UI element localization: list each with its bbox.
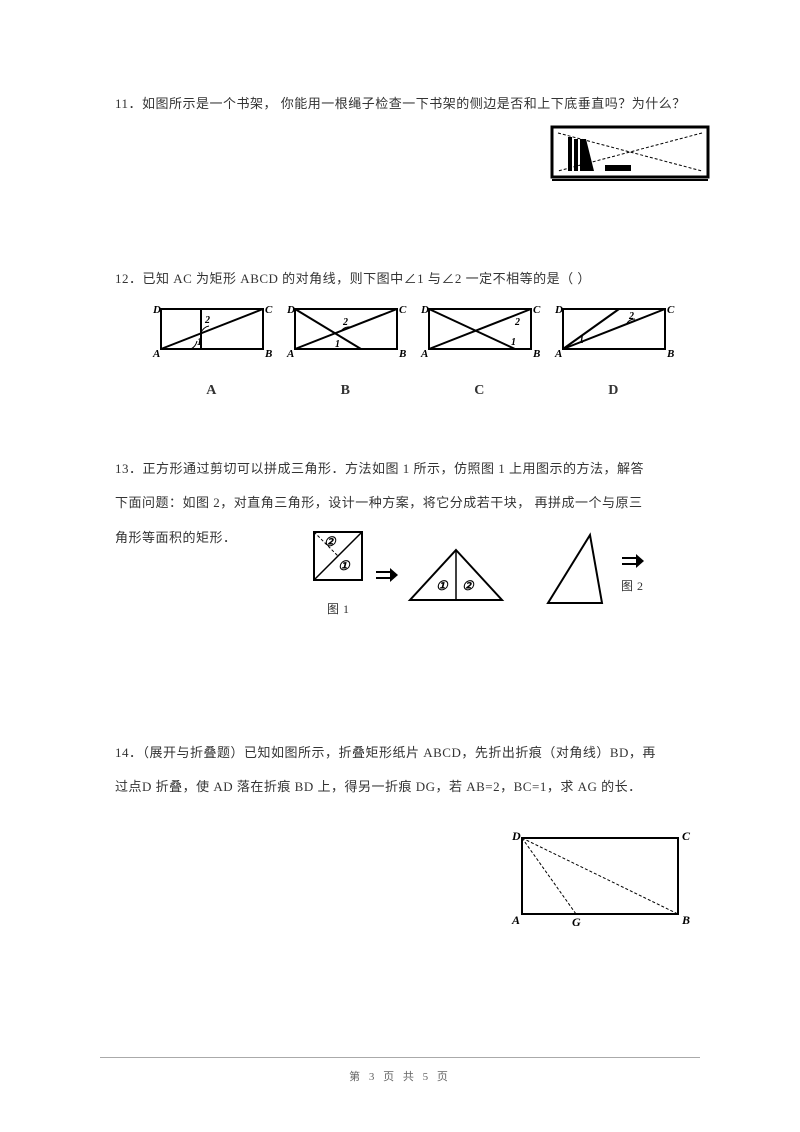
q12-fig-b: 2 1 D C A B [281, 301, 411, 363]
q13-triangle: ① ② [406, 544, 506, 606]
q12-text: 12．已知 AC 为矩形 ABCD 的对角线，则下图中∠1 与∠2 一定不相等的… [115, 265, 710, 294]
svg-text:②: ② [462, 578, 475, 593]
svg-text:C: C [682, 829, 691, 843]
svg-text:B: B [264, 348, 273, 360]
svg-text:2: 2 [342, 317, 349, 328]
svg-text:A: A [420, 348, 429, 360]
svg-text:B: B [532, 348, 541, 360]
q14-text-2: 过点D 折叠，使 AD 落在折痕 BD 上，得另一折痕 DG，若 AB=2，BC… [115, 773, 710, 802]
svg-text:2: 2 [204, 315, 211, 326]
page-footer: 第 3 页 共 5 页 [0, 1068, 800, 1084]
svg-text:C: C [667, 304, 675, 316]
footer-rule [100, 1057, 700, 1058]
svg-text:①: ① [436, 578, 449, 593]
q12-label-c: C [415, 376, 545, 407]
bookshelf-figure [550, 125, 710, 183]
svg-text:①: ① [338, 558, 351, 573]
q12-option-b: 2 1 D C A B B [281, 301, 411, 406]
svg-text:C: C [265, 304, 273, 316]
svg-text:A: A [286, 348, 295, 360]
q12-label-b: B [281, 376, 411, 407]
svg-text:D: D [420, 304, 429, 316]
svg-text:1: 1 [579, 335, 585, 346]
svg-text:2: 2 [514, 317, 521, 328]
q14-text-1: 14．（展开与折叠题）已知如图所示，折叠矩形纸片 ABCD，先折出折痕（对角线）… [115, 739, 710, 768]
svg-text:A: A [152, 348, 161, 360]
svg-text:D: D [511, 829, 521, 843]
q13-square: ② ① [310, 528, 366, 584]
svg-text:1: 1 [197, 337, 203, 348]
svg-text:②: ② [324, 534, 337, 549]
q12-label-a: A [147, 376, 277, 407]
q14-figure-wrap: D C A B G [115, 826, 710, 936]
q13-figures: ② ① 图 1 ① ② [245, 528, 710, 623]
svg-text:B: B [666, 348, 675, 360]
arrow-icon [620, 551, 644, 571]
svg-text:D: D [286, 304, 295, 316]
arrow-icon [374, 565, 398, 585]
q12-fig-c: 2 1 D C A B [415, 301, 545, 363]
q12-option-c: 2 1 D C A B C [415, 301, 545, 406]
svg-text:1: 1 [335, 339, 341, 350]
svg-text:2: 2 [628, 311, 635, 322]
q12-fig-d: 2 1 D C A B [549, 301, 679, 363]
q11-text: 11．如图所示是一个书架， 你能用一根绳子检查一下书架的侧边是否和上下底垂直吗？… [115, 90, 710, 119]
q12-figures: 2 1 D C A B A 2 1 D C A B [115, 301, 710, 406]
q12-option-a: 2 1 D C A B A [147, 301, 277, 406]
q13-right-triangle [542, 531, 612, 609]
q13-text-2: 下面问题：如图 2，对直角三角形，设计一种方案，将它分成若干块， 再拼成一个与原… [115, 489, 710, 518]
svg-text:1: 1 [511, 337, 517, 348]
q11-figure-wrap [115, 125, 710, 183]
q13-text-3: 角形等面积的矩形． [115, 524, 237, 553]
svg-text:G: G [572, 915, 581, 929]
page-content: 11．如图所示是一个书架， 你能用一根绳子检查一下书架的侧边是否和上下底垂直吗？… [0, 0, 800, 936]
svg-text:A: A [554, 348, 563, 360]
svg-text:D: D [152, 304, 161, 316]
q13-fig2-caption: 图 2 [621, 573, 644, 599]
q12-label-d: D [549, 376, 679, 407]
q13-text-1: 13．正方形通过剪切可以拼成三角形．方法如图 1 所示，仿照图 1 上用图示的方… [115, 455, 710, 484]
q12-fig-a: 2 1 D C A B [147, 301, 277, 363]
q14-rectangle: D C A B G [504, 826, 694, 936]
q12-option-d: 2 1 D C A B D [549, 301, 679, 406]
svg-text:B: B [398, 348, 407, 360]
svg-text:D: D [554, 304, 563, 316]
svg-text:B: B [681, 913, 691, 927]
svg-text:C: C [533, 304, 541, 316]
q13-fig1-caption: 图 1 [310, 596, 366, 622]
svg-text:A: A [511, 913, 521, 927]
svg-text:C: C [399, 304, 407, 316]
